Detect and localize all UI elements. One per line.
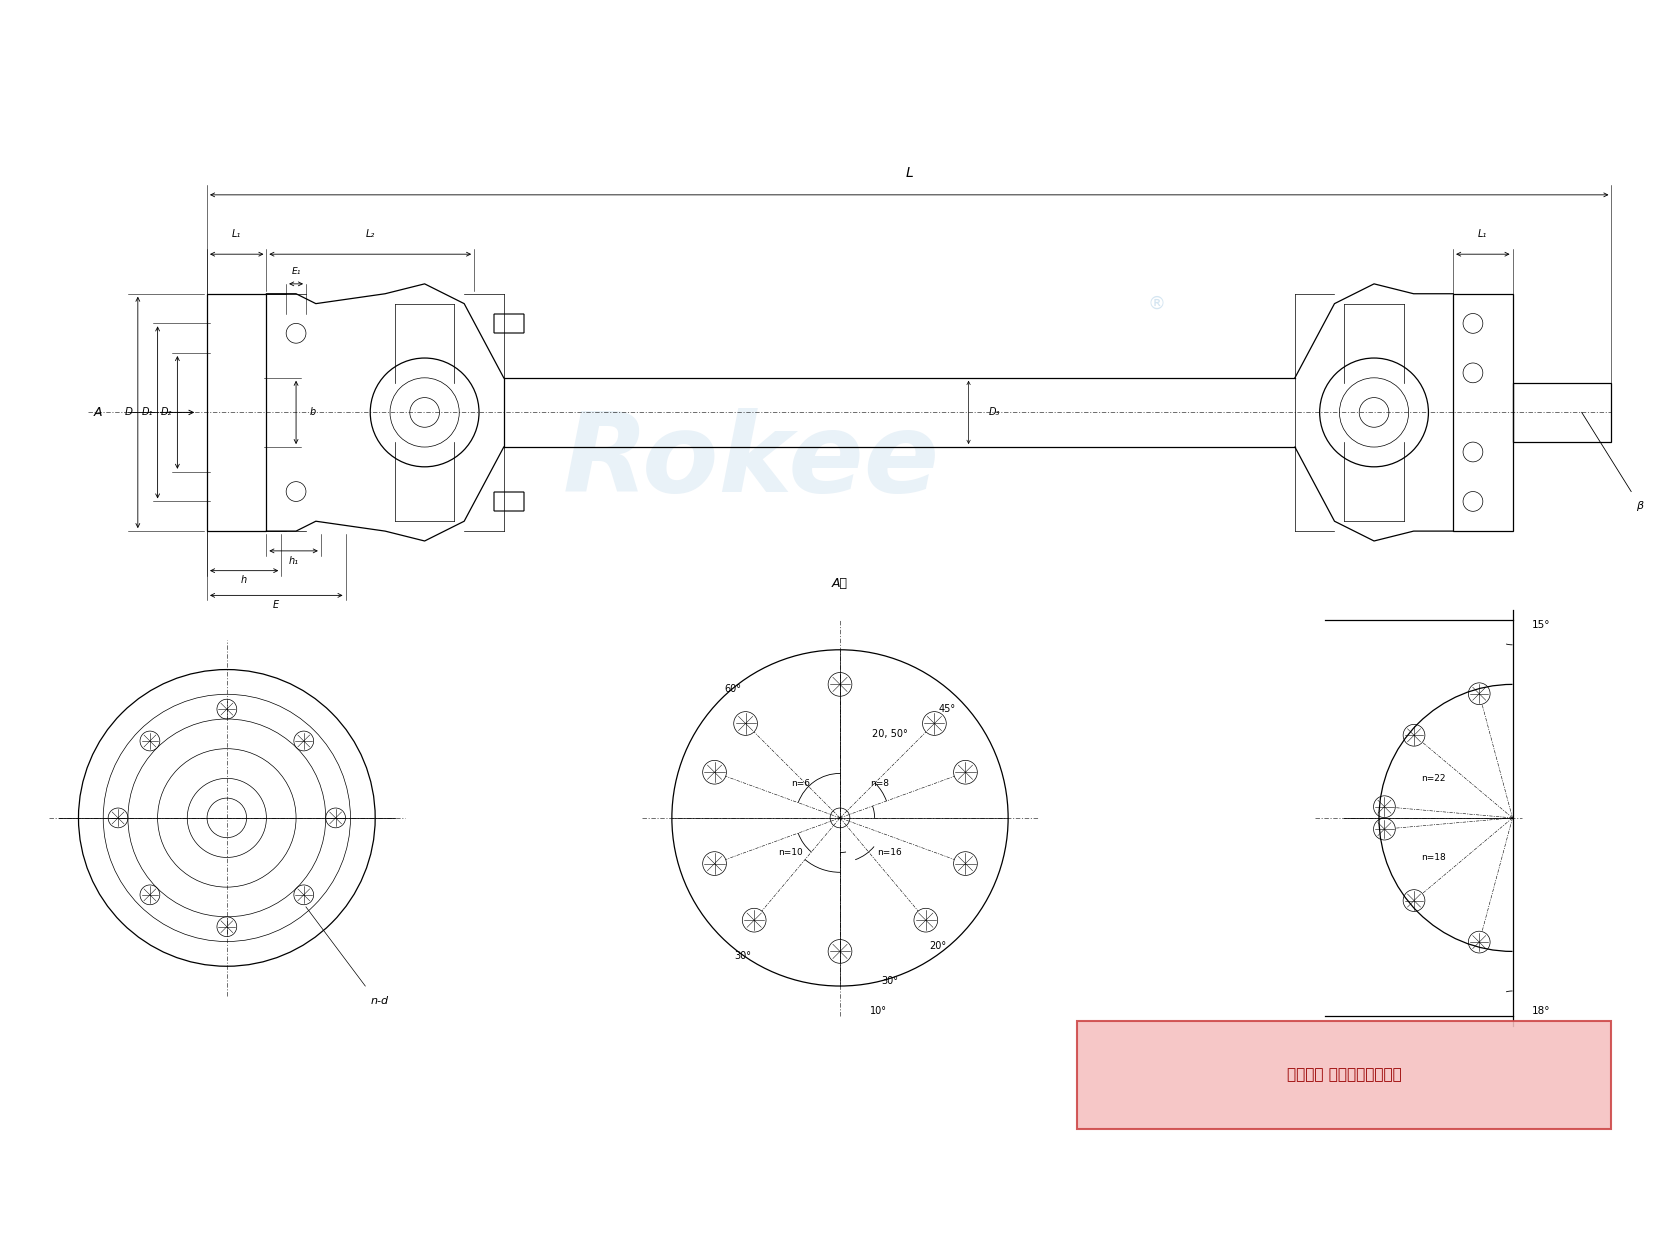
Text: 10°: 10° (870, 1005, 887, 1016)
Bar (494, 314, 524, 334)
Text: A: A (94, 406, 102, 418)
Bar (494, 491, 524, 512)
Bar (1077, 1021, 1611, 1129)
Text: D: D (124, 407, 133, 417)
Text: h: h (240, 576, 247, 586)
Text: L₂: L₂ (366, 229, 375, 239)
Text: 60°: 60° (724, 684, 741, 694)
Text: n-d: n-d (370, 995, 388, 1005)
Text: D₁: D₁ (141, 407, 153, 417)
Text: ®: ® (1147, 295, 1166, 312)
Text: n=8: n=8 (870, 779, 889, 788)
Text: D₃: D₃ (988, 407, 1000, 417)
Text: β: β (1636, 501, 1643, 512)
Text: A向: A向 (832, 577, 848, 591)
Text: h₁: h₁ (289, 556, 299, 566)
Text: L₁: L₁ (1478, 229, 1487, 239)
Text: 30°: 30° (734, 951, 751, 961)
Text: n=6: n=6 (791, 779, 810, 788)
Text: 30°: 30° (880, 976, 897, 987)
Text: b: b (309, 407, 316, 417)
Text: n=18: n=18 (1421, 853, 1446, 862)
Text: L₁: L₁ (232, 229, 242, 239)
Text: 45°: 45° (939, 704, 956, 714)
Text: E₁: E₁ (291, 267, 301, 276)
Text: Rokee: Rokee (563, 408, 939, 515)
Bar (1512, 383, 1611, 442)
Text: n=22: n=22 (1421, 774, 1445, 782)
Bar (494, 491, 524, 512)
Text: 18°: 18° (1532, 1005, 1551, 1016)
Text: 20°: 20° (929, 941, 946, 951)
Bar (494, 491, 524, 512)
Text: E: E (274, 600, 279, 610)
Text: 15°: 15° (1532, 620, 1551, 630)
Text: L: L (906, 166, 914, 180)
Bar (494, 314, 524, 334)
Text: n=16: n=16 (877, 848, 902, 857)
Bar (1453, 294, 1512, 532)
Bar (207, 294, 267, 532)
Bar (494, 314, 524, 334)
Text: n=10: n=10 (778, 848, 803, 857)
Text: 版权所有 侵权必被严厉追究: 版权所有 侵权必被严厉追究 (1287, 1067, 1401, 1082)
Text: 20, 50°: 20, 50° (872, 728, 907, 738)
Text: D₂: D₂ (161, 407, 173, 417)
